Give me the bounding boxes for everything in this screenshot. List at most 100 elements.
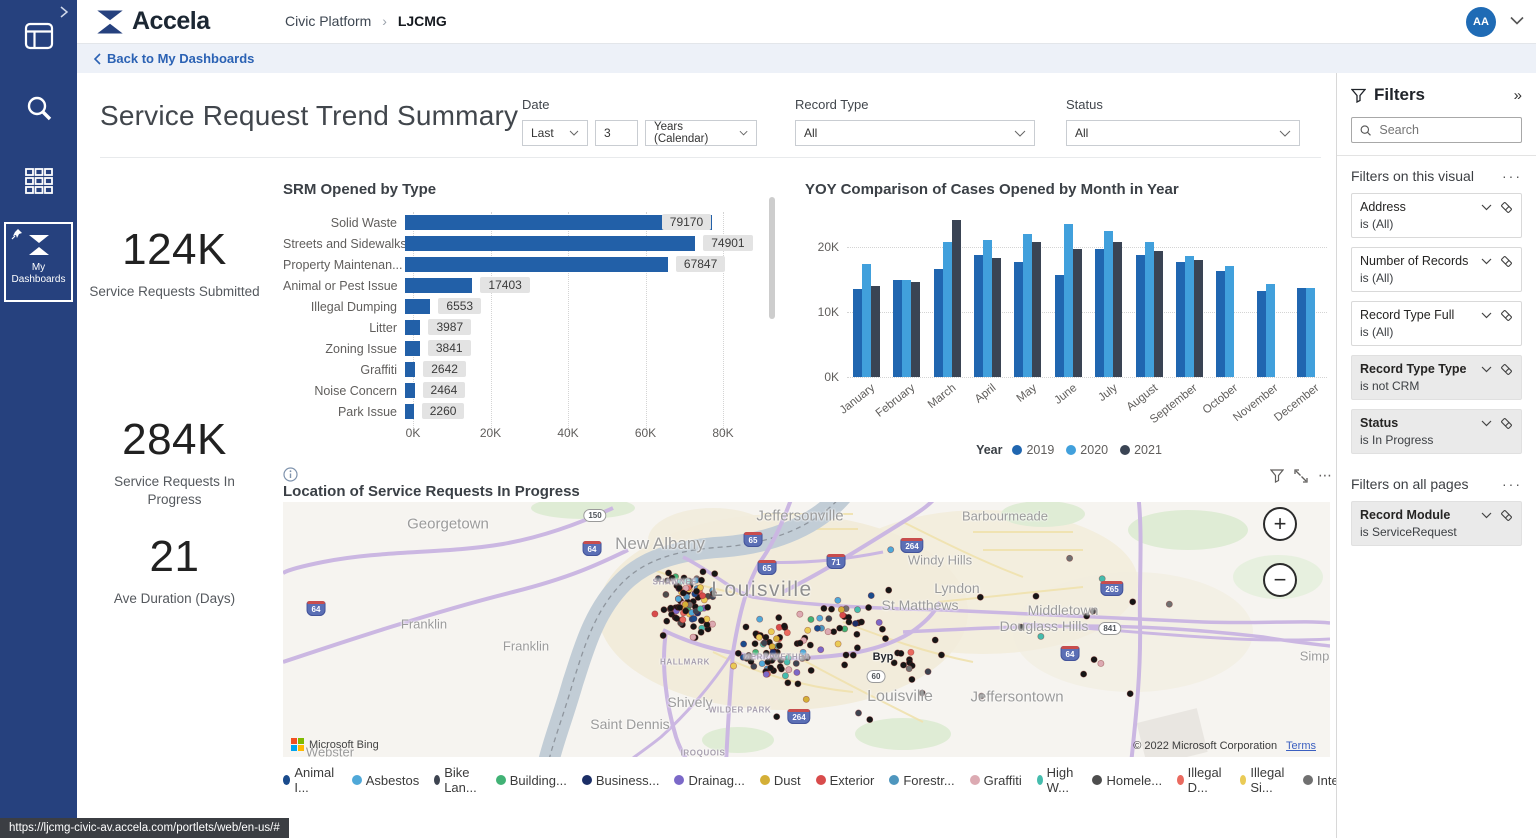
map-marker[interactable] bbox=[793, 669, 801, 676]
bar[interactable] bbox=[942, 241, 952, 377]
map-marker[interactable] bbox=[867, 592, 875, 600]
map-marker[interactable] bbox=[836, 624, 844, 632]
map-legend-item[interactable]: Asbestos bbox=[351, 765, 419, 795]
map-marker[interactable] bbox=[1097, 659, 1105, 667]
bar[interactable] bbox=[1104, 230, 1114, 377]
map-marker[interactable] bbox=[780, 622, 788, 630]
map-marker[interactable] bbox=[760, 639, 768, 647]
bar[interactable] bbox=[405, 215, 712, 230]
map-legend-item[interactable]: Dust bbox=[759, 765, 801, 795]
map-legend-item[interactable]: Homele... bbox=[1092, 765, 1162, 795]
srm-scrollbar[interactable] bbox=[769, 197, 775, 319]
map-marker[interactable] bbox=[804, 626, 812, 634]
map-marker[interactable] bbox=[882, 635, 889, 643]
map-marker[interactable] bbox=[845, 618, 853, 626]
map-marker[interactable] bbox=[667, 604, 675, 612]
bar[interactable] bbox=[1072, 248, 1082, 377]
map-marker[interactable] bbox=[802, 695, 810, 703]
map-marker[interactable] bbox=[1090, 656, 1098, 664]
map-marker[interactable] bbox=[699, 568, 707, 576]
sidebar-expand-icon[interactable] bbox=[59, 6, 69, 18]
map-marker[interactable] bbox=[784, 679, 792, 687]
back-to-dashboards-link[interactable]: Back to My Dashboards bbox=[93, 51, 254, 66]
filter-card-status[interactable]: Status is In Progress bbox=[1351, 409, 1522, 454]
account-menu-chevron-icon[interactable] bbox=[1510, 16, 1524, 25]
map-marker[interactable] bbox=[756, 615, 764, 623]
map-marker[interactable] bbox=[684, 577, 691, 585]
map-marker[interactable] bbox=[816, 614, 824, 622]
map-marker[interactable] bbox=[693, 587, 701, 595]
map-marker[interactable] bbox=[696, 605, 704, 613]
section-more-options-icon[interactable]: ··· bbox=[1502, 168, 1522, 184]
filter-card-record-type-full[interactable]: Record Type Full is (All) bbox=[1351, 301, 1522, 346]
bar[interactable] bbox=[1095, 249, 1105, 377]
map-marker[interactable] bbox=[697, 628, 705, 636]
map-marker[interactable] bbox=[783, 629, 791, 637]
map-marker[interactable] bbox=[783, 658, 791, 666]
bar[interactable] bbox=[983, 239, 993, 377]
bar[interactable] bbox=[1054, 274, 1064, 377]
map-marker[interactable] bbox=[1083, 612, 1091, 620]
map-marker[interactable] bbox=[676, 604, 684, 611]
map-marker[interactable] bbox=[679, 589, 687, 597]
bar[interactable] bbox=[405, 257, 668, 272]
map-marker[interactable] bbox=[682, 607, 690, 615]
map-marker[interactable] bbox=[908, 676, 916, 683]
map-marker[interactable] bbox=[704, 603, 712, 611]
bar[interactable] bbox=[1305, 287, 1315, 377]
map-legend-item[interactable]: Graffiti bbox=[969, 765, 1022, 795]
map-marker[interactable] bbox=[651, 610, 659, 618]
map-legend-item[interactable]: Business... bbox=[581, 765, 659, 795]
map-marker[interactable] bbox=[799, 648, 807, 656]
map-marker[interactable] bbox=[734, 649, 742, 657]
legend-item[interactable]: 2019 bbox=[1012, 443, 1054, 457]
map-marker[interactable] bbox=[853, 644, 861, 652]
map-marker[interactable] bbox=[976, 593, 984, 601]
map-marker[interactable] bbox=[674, 595, 682, 603]
map-marker[interactable] bbox=[697, 617, 705, 624]
map-marker[interactable] bbox=[673, 615, 681, 622]
map-marker[interactable] bbox=[1037, 633, 1045, 640]
map-marker[interactable] bbox=[711, 570, 719, 578]
map-marker[interactable] bbox=[1129, 598, 1137, 606]
map-marker[interactable] bbox=[769, 648, 777, 656]
map-marker[interactable] bbox=[690, 615, 698, 623]
bar[interactable] bbox=[951, 219, 961, 377]
record-type-dropdown[interactable]: All bbox=[795, 120, 1035, 146]
bar[interactable] bbox=[1153, 251, 1163, 377]
bar[interactable] bbox=[405, 383, 415, 398]
map-marker[interactable] bbox=[807, 667, 815, 674]
chevron-down-icon[interactable] bbox=[1481, 512, 1492, 519]
map-marker[interactable] bbox=[924, 668, 932, 676]
filter-search-box[interactable] bbox=[1351, 117, 1522, 143]
status-dropdown[interactable]: All bbox=[1066, 120, 1300, 146]
map-marker[interactable] bbox=[1017, 623, 1025, 631]
bar[interactable] bbox=[405, 362, 416, 377]
bar[interactable] bbox=[1135, 255, 1145, 377]
filter-search-input[interactable] bbox=[1379, 123, 1513, 137]
bar[interactable] bbox=[992, 257, 1002, 377]
eraser-icon[interactable] bbox=[1500, 363, 1513, 376]
map-marker[interactable] bbox=[855, 709, 862, 717]
filter-funnel-icon[interactable] bbox=[1270, 468, 1284, 483]
bar[interactable] bbox=[1175, 262, 1185, 377]
bar[interactable] bbox=[862, 264, 871, 377]
map-marker[interactable] bbox=[890, 659, 898, 667]
map-marker[interactable] bbox=[681, 600, 689, 608]
map-marker[interactable] bbox=[866, 716, 874, 724]
bar[interactable] bbox=[933, 269, 943, 377]
breadcrumb-platform[interactable]: Civic Platform bbox=[285, 13, 372, 29]
bar[interactable] bbox=[902, 279, 912, 377]
map-marker[interactable] bbox=[762, 649, 770, 657]
map-marker[interactable] bbox=[885, 586, 893, 594]
date-operator-dropdown[interactable]: Last bbox=[522, 120, 588, 146]
eraser-icon[interactable] bbox=[1500, 417, 1513, 430]
map-marker[interactable] bbox=[796, 639, 804, 647]
map-marker[interactable] bbox=[865, 604, 873, 611]
avatar[interactable]: AA bbox=[1466, 7, 1496, 37]
map-marker[interactable] bbox=[747, 657, 755, 665]
bar[interactable] bbox=[405, 278, 473, 293]
map-marker[interactable] bbox=[662, 591, 670, 598]
map-marker[interactable] bbox=[1032, 592, 1040, 600]
map-marker[interactable] bbox=[978, 692, 985, 700]
